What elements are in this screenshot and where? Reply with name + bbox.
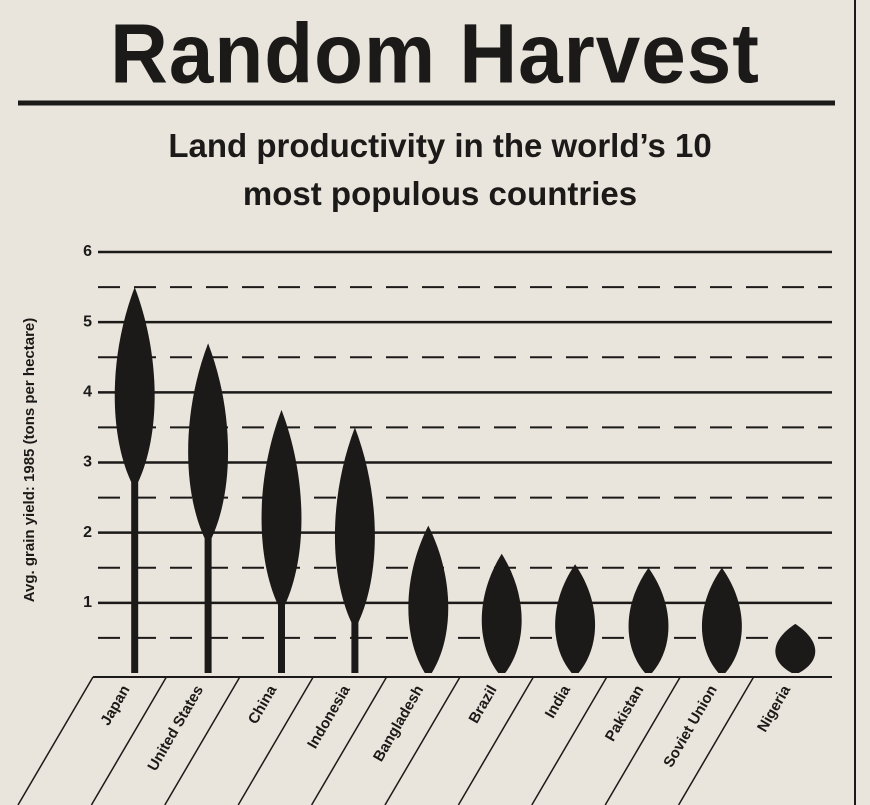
y-tick-label: 3 (83, 454, 92, 471)
x-tick-label: Nigeria (754, 682, 794, 735)
chart-title: Random Harvest (110, 6, 760, 101)
chart-subtitle: Land productivity in the world’s 10 most… (168, 127, 712, 212)
label-divider (677, 676, 755, 805)
y-tick-label: 5 (83, 313, 92, 330)
label-divider (604, 676, 681, 805)
y-tick-label: 4 (83, 384, 92, 401)
y-axis-label: Avg. grain yield: 1985 (tons per hectare… (21, 318, 38, 603)
wheat-bar (408, 525, 449, 673)
wheat-bar (481, 553, 522, 673)
x-tick-label: Indonesia (304, 682, 354, 752)
label-divider (164, 676, 241, 805)
wheat-bar (775, 623, 816, 673)
x-tick-label: Pakistan (602, 682, 648, 744)
y-tick-label: 6 (83, 243, 92, 260)
label-divider (310, 676, 388, 805)
x-tick-label: China (245, 682, 281, 727)
label-divider (237, 676, 314, 805)
y-tick-label: 2 (83, 524, 92, 541)
y-tick-label: 1 (83, 594, 92, 611)
label-divider (457, 676, 535, 805)
wheat-bar (261, 409, 302, 673)
wheat-bar (701, 567, 742, 673)
wheat-bar (334, 427, 375, 673)
label-divider (531, 676, 608, 805)
wheat-bar (628, 567, 669, 673)
x-tick-label: United States (144, 682, 207, 774)
label-divider (90, 676, 168, 805)
label-divider (17, 676, 94, 805)
wheat-bar (188, 343, 229, 673)
x-tick-label: India (542, 682, 575, 721)
x-tick-label: Bangladesh (370, 682, 427, 764)
x-tick-label: Japan (97, 682, 133, 728)
wheat-bar (114, 287, 155, 673)
wheat-bar (555, 564, 596, 673)
label-divider (384, 676, 461, 805)
x-tick-label: Brazil (465, 682, 500, 726)
